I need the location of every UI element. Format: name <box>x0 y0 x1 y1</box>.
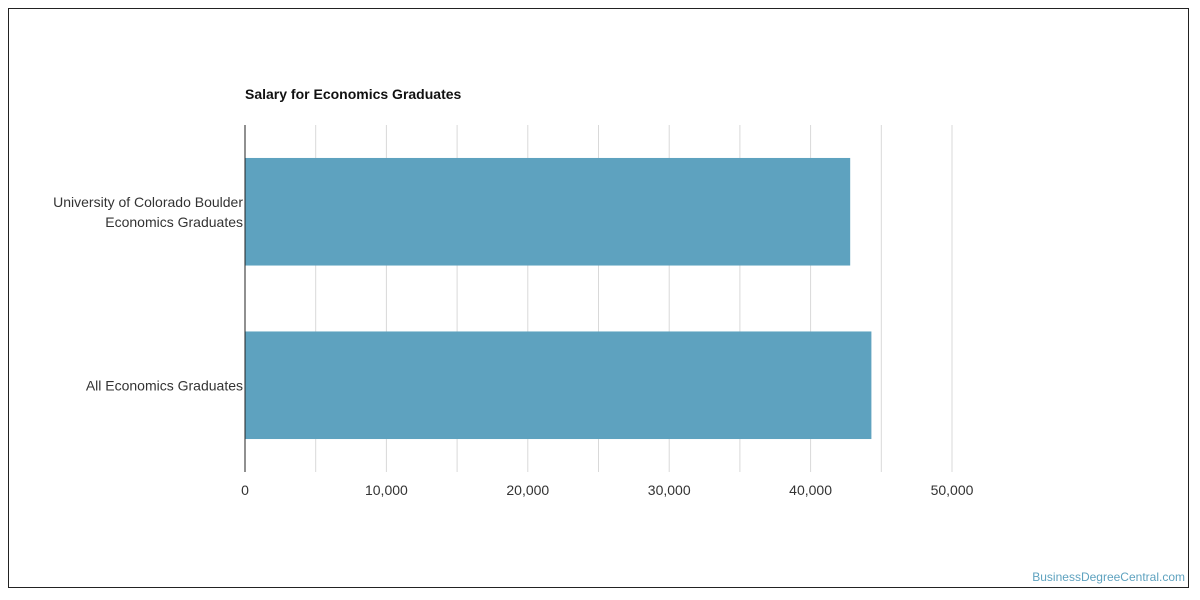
chart-title: Salary for Economics Graduates <box>245 86 462 102</box>
category-label: Economics Graduates <box>105 214 243 230</box>
bar-1[interactable] <box>245 331 872 440</box>
bars <box>245 157 872 440</box>
category-label: All Economics Graduates <box>86 377 243 393</box>
x-tick-label: 50,000 <box>931 482 974 498</box>
bar-0[interactable] <box>245 157 851 266</box>
x-tick-label: 0 <box>241 482 249 498</box>
category-label: University of Colorado Boulder <box>53 194 243 210</box>
x-tick-label: 40,000 <box>789 482 832 498</box>
x-tick-label: 30,000 <box>648 482 691 498</box>
source-watermark[interactable]: BusinessDegreeCentral.com <box>1032 570 1185 584</box>
x-tick-label: 20,000 <box>506 482 549 498</box>
x-tick-labels: 0 10,000 20,000 30,000 40,000 50,000 <box>241 482 974 498</box>
x-tick-label: 10,000 <box>365 482 408 498</box>
category-labels: University of Colorado Boulder Economics … <box>53 194 243 394</box>
